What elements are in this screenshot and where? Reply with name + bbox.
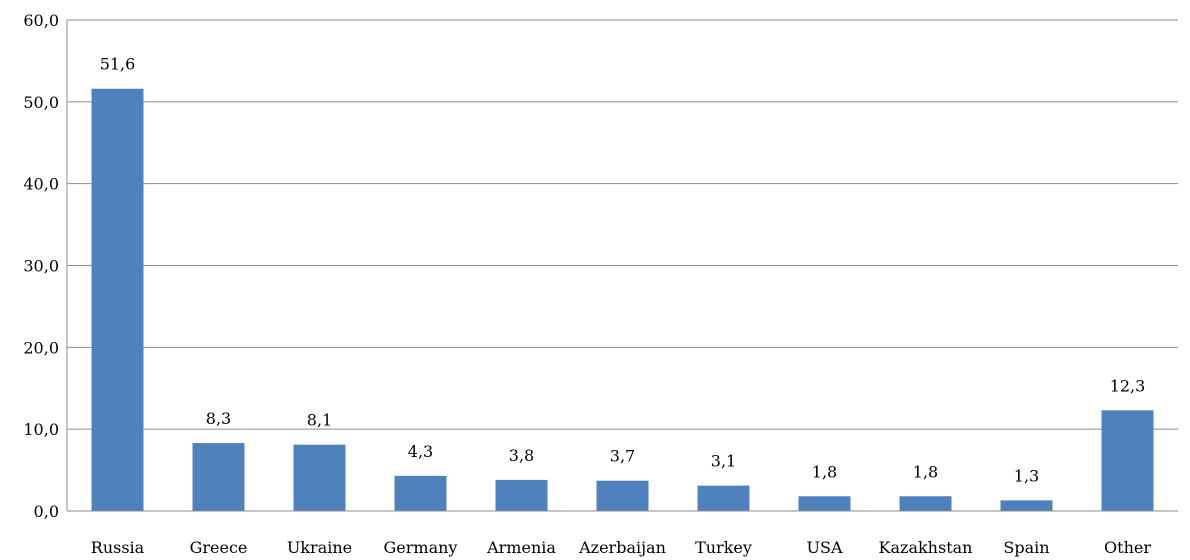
data-label: 4,3 <box>408 442 433 461</box>
data-label: 8,1 <box>307 411 332 430</box>
bar-usa <box>798 496 851 511</box>
y-tick-label: 50,0 <box>23 93 59 112</box>
data-label: 8,3 <box>206 409 231 428</box>
x-tick-label: Kazakhstan <box>879 538 973 557</box>
x-tick-label: Azerbaijan <box>578 538 666 557</box>
y-axis-tick-labels: 0,0 10,0 20,0 30,0 40,0 50,0 60,0 <box>23 11 59 521</box>
x-tick-label: Turkey <box>695 538 752 557</box>
bar-other <box>1101 410 1154 511</box>
bar-azerbaijan <box>596 480 649 511</box>
data-labels: 51,6 8,3 8,1 4,3 3,8 3,7 3,1 1,8 1,8 1,3 12,3 <box>100 55 1146 486</box>
x-tick-label: Spain <box>1003 538 1049 557</box>
bar-ukraine <box>293 444 346 511</box>
axes <box>66 20 1178 512</box>
data-label: 1,8 <box>812 462 837 481</box>
bar-turkey <box>697 485 750 511</box>
bar-spain <box>1000 500 1053 511</box>
x-tick-label: Russia <box>91 538 145 557</box>
data-label: 12,3 <box>1110 376 1146 395</box>
data-label: 3,1 <box>711 452 736 471</box>
x-tick-label: Armenia <box>486 538 556 557</box>
x-tick-label: USA <box>807 538 843 557</box>
y-tick-label: 30,0 <box>23 257 59 276</box>
y-tick-label: 60,0 <box>23 11 59 30</box>
x-tick-label: Greece <box>190 538 248 557</box>
y-tick-label: 10,0 <box>23 420 59 439</box>
bar-russia <box>91 88 144 512</box>
bar-greece <box>192 443 245 511</box>
bar-armenia <box>495 479 548 511</box>
x-axis-tick-labels: Russia Greece Ukraine Germany Armenia Azerbai… <box>91 538 1152 557</box>
data-label: 51,6 <box>100 55 136 74</box>
bar-germany <box>394 475 447 511</box>
data-label: 3,8 <box>509 446 534 465</box>
y-tick-label: 0,0 <box>34 502 59 521</box>
gridlines <box>67 19 1178 430</box>
x-tick-label: Other <box>1104 538 1151 557</box>
x-tick-label: Germany <box>384 538 458 557</box>
y-tick-label: 40,0 <box>23 175 59 194</box>
data-label: 1,3 <box>1014 466 1039 485</box>
y-tick-label: 20,0 <box>23 338 59 357</box>
data-label: 1,8 <box>913 462 938 481</box>
bar-kazakhstan <box>899 496 952 511</box>
bars <box>91 88 1154 512</box>
data-label: 3,7 <box>610 447 635 466</box>
x-tick-label: Ukraine <box>287 538 352 557</box>
